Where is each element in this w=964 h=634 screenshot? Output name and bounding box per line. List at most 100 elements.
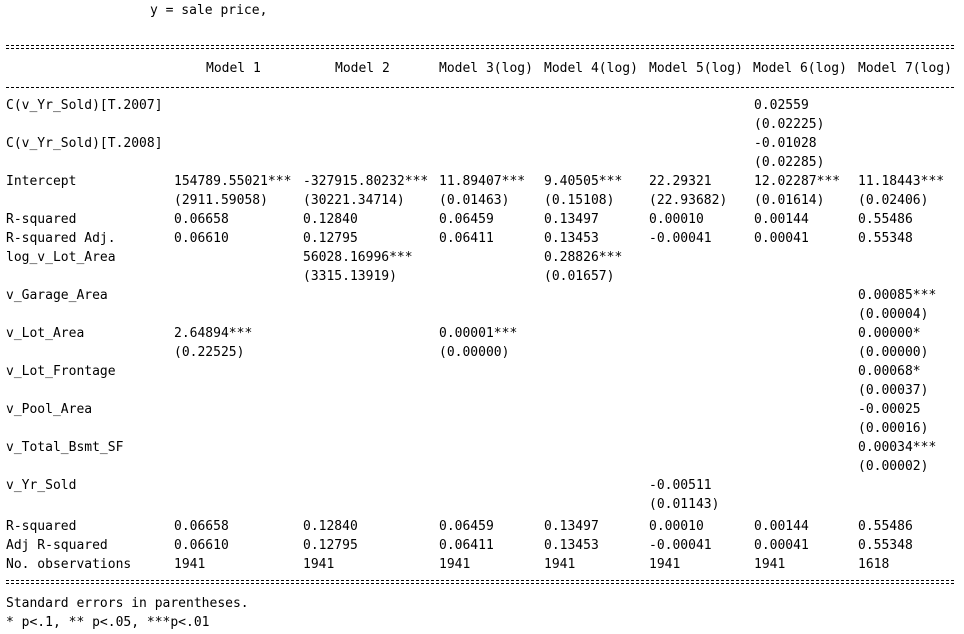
std-error-cell: (0.01657) [544, 269, 615, 284]
std-error-cell: (0.00004) [858, 307, 929, 322]
std-error-cell: (0.01143) [649, 497, 720, 512]
row-label: v_Yr_Sold [6, 478, 77, 493]
row-label: v_Lot_Frontage [6, 364, 116, 379]
summary-cell: 1941 [544, 557, 576, 572]
coefficient-cell: 0.06459 [439, 212, 494, 227]
summary-cell: 0.55486 [858, 519, 913, 534]
std-error-cell: (0.00000) [858, 345, 929, 360]
coefficient-cell: 0.13497 [544, 212, 599, 227]
summary-label: R-squared [6, 519, 77, 534]
summary-cell: 1941 [439, 557, 471, 572]
coefficient-cell: 12.02287*** [754, 174, 841, 189]
std-error-cell: (0.02225) [754, 117, 825, 132]
summary-cell: 0.06658 [174, 519, 229, 534]
coefficient-cell: 0.00000* [858, 326, 921, 341]
std-error-cell: (0.01614) [754, 193, 825, 208]
top-rule [6, 45, 954, 49]
coefficient-cell: 0.00001*** [439, 326, 518, 341]
coefficient-cell: 0.00034*** [858, 440, 937, 455]
coefficient-cell: -0.01028 [754, 136, 817, 151]
dependent-variable-note: y = sale price, [150, 3, 268, 18]
column-header: Model 7(log) [858, 61, 952, 76]
row-label: v_Total_Bsmt_SF [6, 440, 124, 455]
coefficient-cell: 0.00068* [858, 364, 921, 379]
coefficient-cell: 0.12840 [303, 212, 358, 227]
row-label: Intercept [6, 174, 77, 189]
coefficient-cell: 9.40505*** [544, 174, 623, 189]
std-error-cell: (2911.59058) [174, 193, 268, 208]
coefficient-cell: 0.02559 [754, 98, 809, 113]
row-label: R-squared Adj. [6, 231, 116, 246]
std-error-cell: (0.01463) [439, 193, 510, 208]
row-label: log_v_Lot_Area [6, 250, 116, 265]
summary-cell: 1618 [858, 557, 890, 572]
summary-cell: 0.00041 [754, 538, 809, 553]
footer-note-2: * p<.1, ** p<.05, ***p<.01 [6, 615, 210, 630]
coefficient-cell: 0.00041 [754, 231, 809, 246]
column-header: Model 3(log) [439, 61, 533, 76]
coefficient-cell: 154789.55021*** [174, 174, 292, 189]
row-label: v_Pool_Area [6, 402, 93, 417]
std-error-cell: (0.00016) [858, 421, 929, 436]
summary-cell: 0.13453 [544, 538, 599, 553]
coefficient-cell: -327915.80232*** [303, 174, 429, 189]
summary-cell: 1941 [649, 557, 681, 572]
column-header: Model 2 [335, 61, 390, 76]
std-error-cell: (22.93682) [649, 193, 728, 208]
std-error-cell: (0.00002) [858, 459, 929, 474]
row-label: C(v_Yr_Sold)[T.2007] [6, 98, 163, 113]
coefficient-cell: 0.00010 [649, 212, 704, 227]
summary-cell: 1941 [303, 557, 335, 572]
coefficient-cell: 0.06610 [174, 231, 229, 246]
std-error-cell: (0.15108) [544, 193, 615, 208]
summary-cell: -0.00041 [649, 538, 712, 553]
header-rule [6, 87, 954, 88]
summary-cell: 0.00144 [754, 519, 809, 534]
coefficient-cell: 0.55348 [858, 231, 913, 246]
summary-label: No. observations [6, 557, 132, 572]
std-error-cell: (30221.34714) [303, 193, 405, 208]
coefficient-cell: 22.29321 [649, 174, 712, 189]
std-error-cell: (0.22525) [174, 345, 245, 360]
row-label: C(v_Yr_Sold)[T.2008] [6, 136, 163, 151]
std-error-cell: (3315.13919) [303, 269, 397, 284]
footer-note-1: Standard errors in parentheses. [6, 596, 249, 611]
row-label: R-squared [6, 212, 77, 227]
coefficient-cell: 0.06658 [174, 212, 229, 227]
summary-cell: 1941 [174, 557, 206, 572]
summary-cell: 0.06459 [439, 519, 494, 534]
coefficient-cell: -0.00511 [649, 478, 712, 493]
coefficient-cell: 0.06411 [439, 231, 494, 246]
std-error-cell: (0.02285) [754, 155, 825, 170]
coefficient-cell: 0.28826*** [544, 250, 623, 265]
coefficient-cell: 56028.16996*** [303, 250, 413, 265]
summary-label: Adj R-squared [6, 538, 108, 553]
summary-cell: 0.13497 [544, 519, 599, 534]
coefficient-cell: 0.00085*** [858, 288, 937, 303]
coefficient-cell: 0.00144 [754, 212, 809, 227]
std-error-cell: (0.02406) [858, 193, 929, 208]
summary-cell: 1941 [754, 557, 786, 572]
coefficient-cell: 11.89407*** [439, 174, 526, 189]
std-error-cell: (0.00000) [439, 345, 510, 360]
std-error-cell: (0.00037) [858, 383, 929, 398]
column-header: Model 6(log) [753, 61, 847, 76]
coefficient-cell: -0.00025 [858, 402, 921, 417]
bottom-rule [6, 580, 954, 584]
column-header: Model 1 [206, 61, 261, 76]
coefficient-cell: 11.18443*** [858, 174, 945, 189]
coefficient-cell: 0.13453 [544, 231, 599, 246]
row-label: v_Garage_Area [6, 288, 108, 303]
column-header: Model 5(log) [649, 61, 743, 76]
summary-cell: 0.06610 [174, 538, 229, 553]
coefficient-cell: -0.00041 [649, 231, 712, 246]
summary-cell: 0.12840 [303, 519, 358, 534]
summary-cell: 0.06411 [439, 538, 494, 553]
column-header: Model 4(log) [544, 61, 638, 76]
row-label: v_Lot_Area [6, 326, 85, 341]
summary-cell: 0.00010 [649, 519, 704, 534]
coefficient-cell: 0.12795 [303, 231, 358, 246]
coefficient-cell: 2.64894*** [174, 326, 253, 341]
summary-cell: 0.55348 [858, 538, 913, 553]
coefficient-cell: 0.55486 [858, 212, 913, 227]
